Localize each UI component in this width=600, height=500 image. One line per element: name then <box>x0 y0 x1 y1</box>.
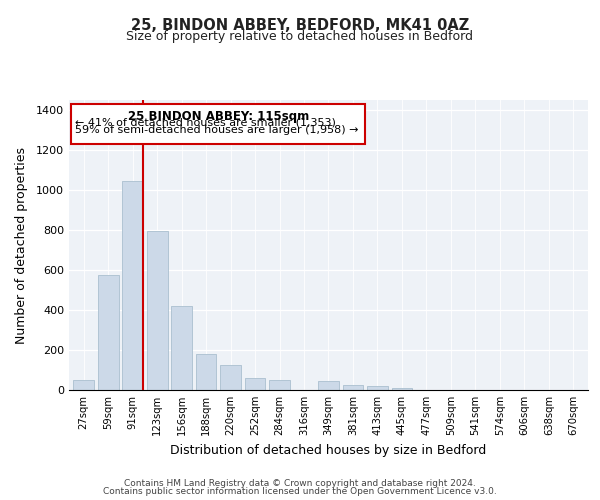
Text: Contains public sector information licensed under the Open Government Licence v3: Contains public sector information licen… <box>103 487 497 496</box>
Bar <box>122 182 143 390</box>
Text: 25 BINDON ABBEY: 115sqm: 25 BINDON ABBEY: 115sqm <box>128 110 309 122</box>
Bar <box>392 388 412 390</box>
Bar <box>220 365 241 390</box>
FancyBboxPatch shape <box>71 104 365 144</box>
Text: 25, BINDON ABBEY, BEDFORD, MK41 0AZ: 25, BINDON ABBEY, BEDFORD, MK41 0AZ <box>131 18 469 32</box>
Bar <box>367 386 388 390</box>
Text: 59% of semi-detached houses are larger (1,958) →: 59% of semi-detached houses are larger (… <box>75 125 359 135</box>
Text: Size of property relative to detached houses in Bedford: Size of property relative to detached ho… <box>127 30 473 43</box>
Bar <box>343 385 364 390</box>
Bar <box>269 380 290 390</box>
Text: ← 41% of detached houses are smaller (1,353): ← 41% of detached houses are smaller (1,… <box>75 118 336 128</box>
Bar <box>196 354 217 390</box>
Bar <box>245 378 265 390</box>
Bar <box>147 231 167 390</box>
Bar <box>318 380 339 390</box>
Bar <box>73 380 94 390</box>
X-axis label: Distribution of detached houses by size in Bedford: Distribution of detached houses by size … <box>170 444 487 456</box>
Bar <box>171 306 192 390</box>
Text: Contains HM Land Registry data © Crown copyright and database right 2024.: Contains HM Land Registry data © Crown c… <box>124 478 476 488</box>
Y-axis label: Number of detached properties: Number of detached properties <box>14 146 28 344</box>
Bar <box>98 275 119 390</box>
